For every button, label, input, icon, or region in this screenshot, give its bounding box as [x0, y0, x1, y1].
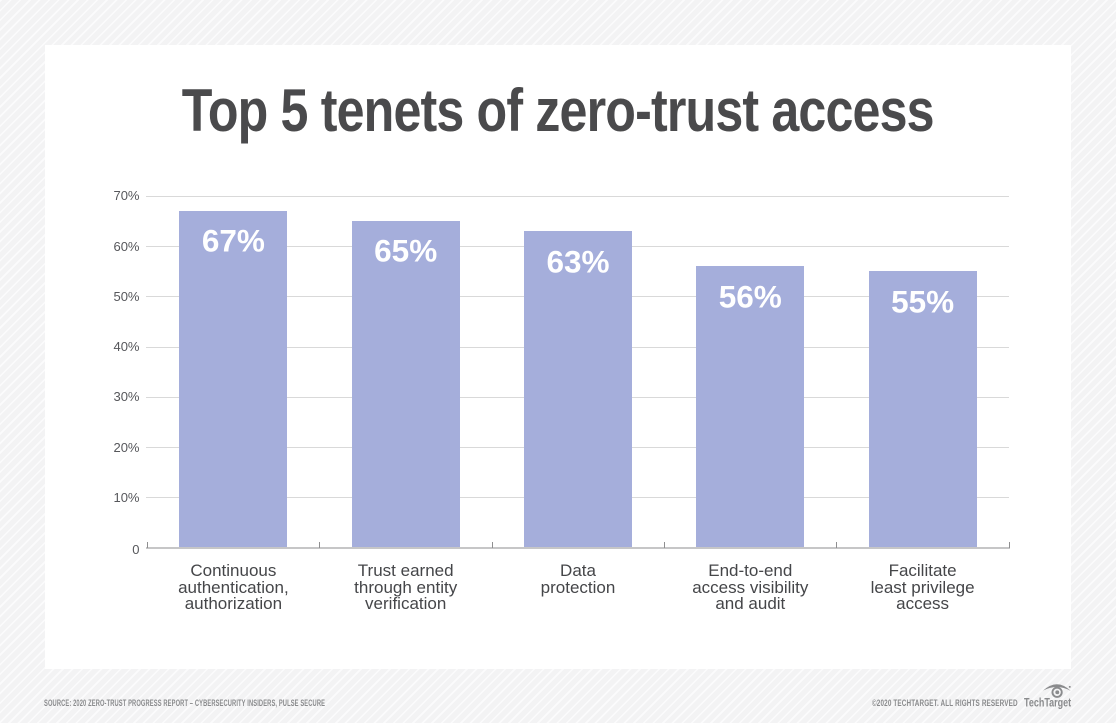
- svg-text:TechTarget: TechTarget: [1024, 696, 1072, 710]
